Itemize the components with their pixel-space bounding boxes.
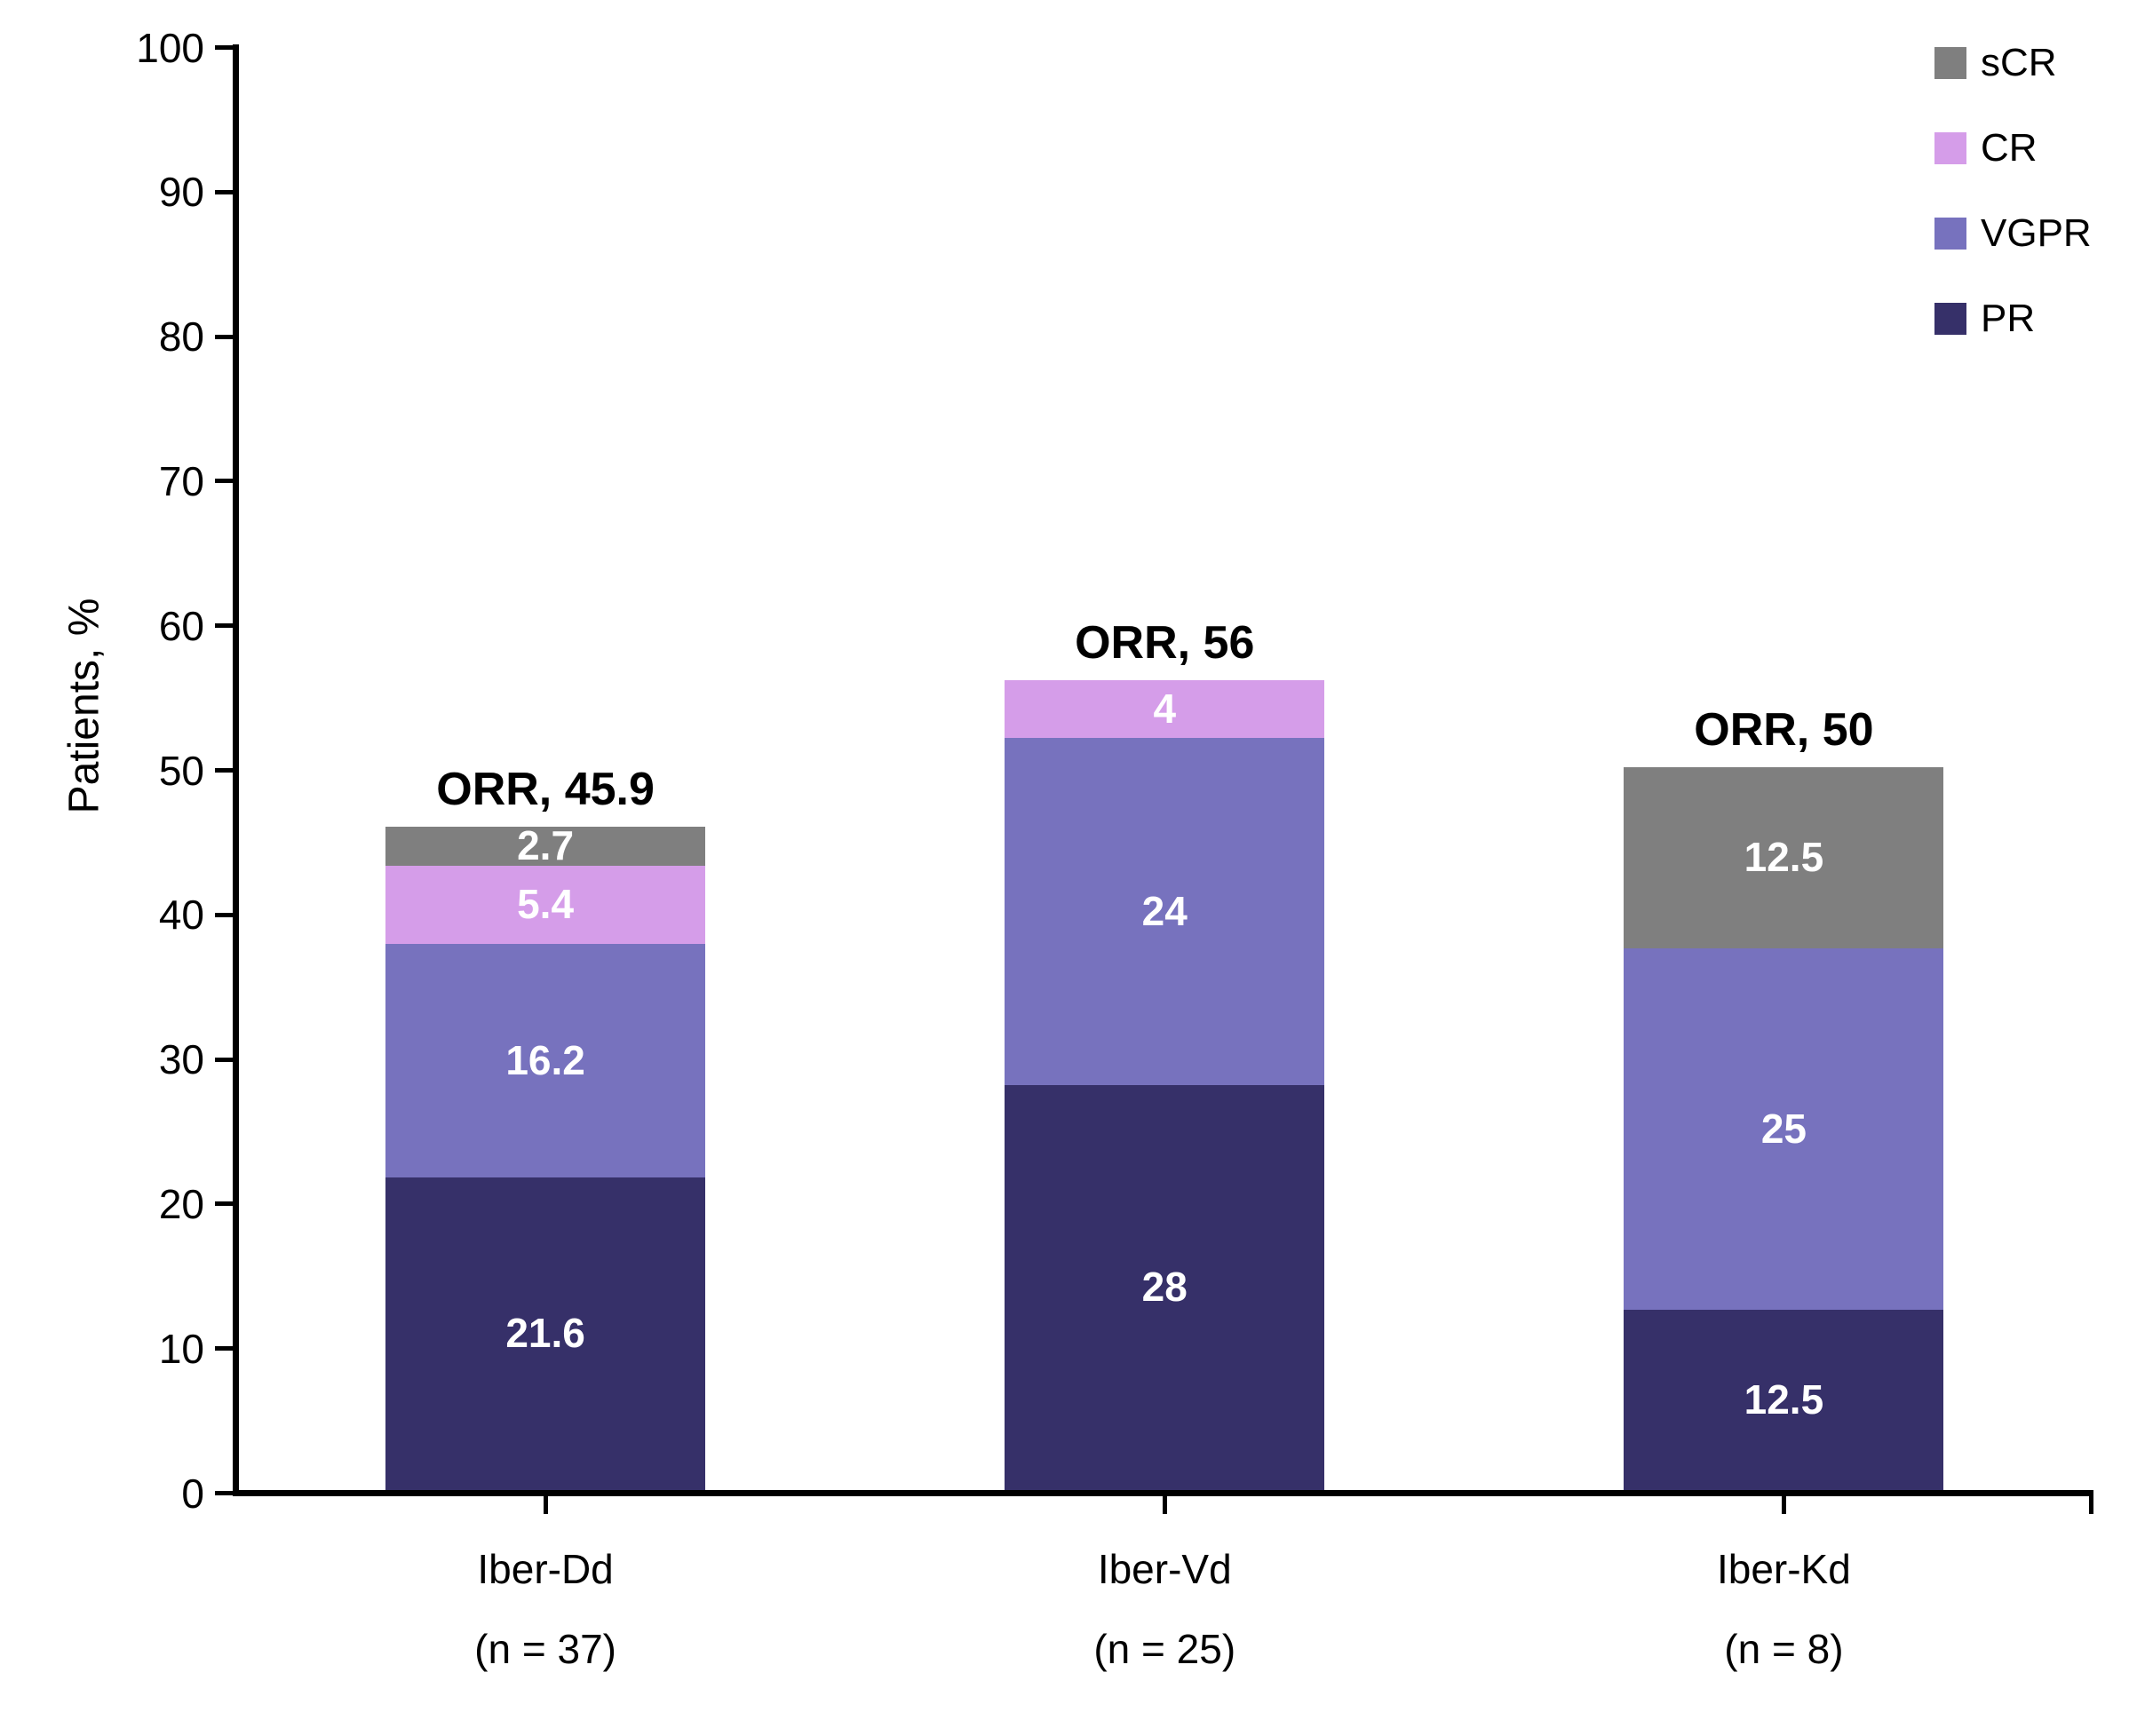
bar-segment-pr-iber-kd (1624, 1309, 1944, 1490)
y-tick (215, 1491, 233, 1495)
legend-swatch-scr (1934, 47, 1966, 79)
legend: sCR CR VGPR PR (1934, 41, 2092, 340)
orr-total-label: ORR, 56 (1075, 617, 1255, 670)
y-tick-label: 30 (158, 1036, 204, 1083)
bar-segment-vgpr-iber-dd (385, 943, 706, 1178)
bar-segment-vgpr-iber-kd (1624, 947, 1944, 1310)
legend-label-pr: PR (1981, 297, 2036, 340)
orr-total-label: ORR, 45.9 (436, 763, 655, 815)
category-name: Iber-Dd (477, 1546, 614, 1592)
category-name: Iber-Vd (1097, 1546, 1232, 1592)
bar-segment-value-scr: 12.5 (1744, 834, 1824, 880)
legend-label-scr: sCR (1981, 41, 2057, 84)
x-category-label: Iber-Kd (n = 8) (1717, 1529, 1851, 1689)
bar-segment-pr-iber-dd (385, 1177, 706, 1490)
category-n: (n = 8) (1724, 1626, 1844, 1672)
legend-swatch-cr (1934, 132, 1966, 164)
y-axis-line (233, 44, 239, 1496)
x-category-label: Iber-Vd (n = 25) (1093, 1529, 1235, 1689)
y-tick (215, 623, 233, 629)
y-tick (215, 768, 233, 773)
legend-label-vgpr: VGPR (1981, 211, 2092, 255)
bar-segment-value-vgpr: 24 (1141, 888, 1188, 935)
category-n: (n = 25) (1093, 1626, 1236, 1672)
y-tick-label: 80 (158, 313, 204, 361)
legend-swatch-vgpr (1934, 218, 1966, 250)
x-tick (1781, 1496, 1786, 1514)
bar-segment-value-cr: 5.4 (517, 880, 575, 927)
y-tick-label: 70 (158, 457, 204, 504)
bar-segment-scr-iber-kd (1624, 767, 1944, 948)
category-name: Iber-Kd (1716, 1546, 1851, 1592)
legend-item-scr: sCR (1934, 41, 2092, 84)
y-tick-label: 10 (158, 1325, 204, 1372)
bar-segment-cr-iber-vd (1005, 680, 1325, 739)
x-axis-end-tick (2089, 1496, 2093, 1514)
x-category-label: Iber-Dd (n = 37) (474, 1529, 616, 1689)
y-tick-label: 100 (136, 24, 204, 71)
y-tick-label: 0 (181, 1470, 204, 1517)
y-tick (215, 479, 233, 484)
y-tick-label: 60 (158, 602, 204, 649)
y-tick-label: 90 (158, 169, 204, 216)
y-tick (215, 912, 233, 917)
y-tick (215, 1346, 233, 1352)
bar-segment-vgpr-iber-vd (1005, 738, 1325, 1086)
y-tick (215, 189, 233, 194)
x-axis-line (233, 1490, 2093, 1496)
legend-label-cr: CR (1981, 126, 2038, 170)
legend-item-pr: PR (1934, 297, 2092, 340)
y-tick (215, 1057, 233, 1062)
legend-swatch-pr (1934, 303, 1966, 335)
y-tick-label: 20 (158, 1180, 204, 1227)
x-tick (1162, 1496, 1167, 1514)
x-tick (543, 1496, 548, 1514)
y-tick (215, 45, 233, 50)
bar-segment-scr-iber-dd (385, 826, 706, 866)
bar-segment-cr-iber-dd (385, 865, 706, 944)
bar-segment-value-pr: 28 (1141, 1264, 1188, 1311)
y-tick-label: 50 (158, 747, 204, 794)
y-tick-label: 40 (158, 892, 204, 939)
orr-total-label: ORR, 50 (1694, 704, 1874, 756)
legend-item-cr: CR (1934, 126, 2092, 170)
bar-segment-value-pr: 12.5 (1744, 1375, 1824, 1423)
bar-segment-value-scr: 2.7 (517, 821, 575, 868)
legend-item-vgpr: VGPR (1934, 211, 2092, 255)
bar-segment-pr-iber-vd (1005, 1085, 1325, 1490)
category-n: (n = 37) (474, 1626, 616, 1672)
y-tick (215, 334, 233, 339)
bar-segment-value-vgpr: 25 (1760, 1105, 1807, 1152)
bar-segment-value-vgpr: 16.2 (505, 1036, 585, 1083)
bar-segment-value-pr: 21.6 (505, 1310, 585, 1357)
y-tick (215, 1201, 233, 1207)
bar-segment-value-cr: 4 (1153, 686, 1177, 733)
